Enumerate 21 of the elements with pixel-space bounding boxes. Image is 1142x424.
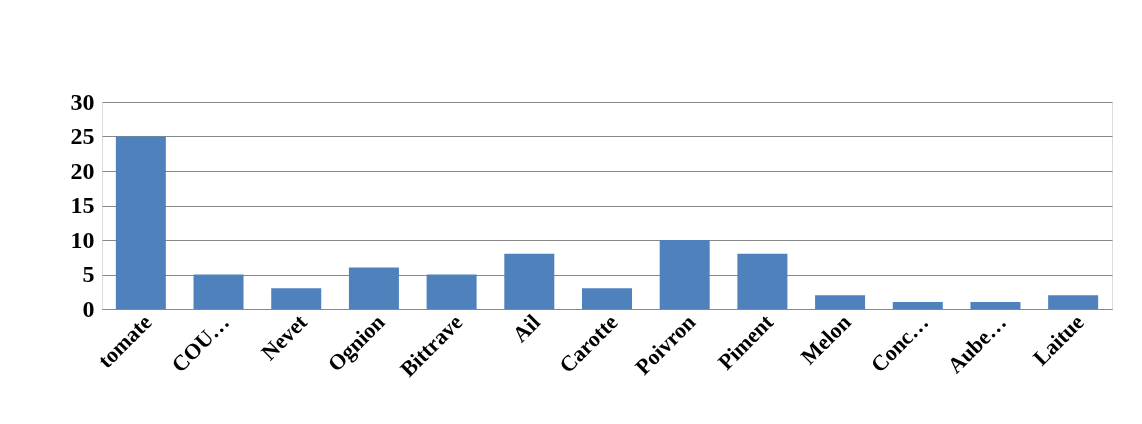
bar	[582, 288, 632, 309]
bar	[115, 136, 166, 309]
bar	[815, 295, 866, 309]
bar	[892, 302, 943, 309]
bar	[271, 288, 322, 309]
bar	[970, 302, 1021, 309]
x-tick-label: Ail	[507, 309, 545, 347]
bar	[348, 267, 399, 309]
bar	[426, 274, 477, 309]
y-tick-label: 25	[70, 123, 95, 149]
bar	[193, 274, 244, 309]
y-tick-label: 5	[82, 261, 95, 287]
y-tick-label: 10	[70, 226, 95, 253]
y-tick-label: 20	[70, 157, 95, 184]
bar	[504, 253, 555, 309]
y-tick-label: 15	[70, 192, 95, 218]
y-tick-label: 0	[82, 295, 95, 322]
bar	[659, 240, 710, 309]
bar	[737, 253, 788, 309]
bar	[1048, 295, 1099, 309]
y-tick-label: 30	[70, 88, 95, 115]
